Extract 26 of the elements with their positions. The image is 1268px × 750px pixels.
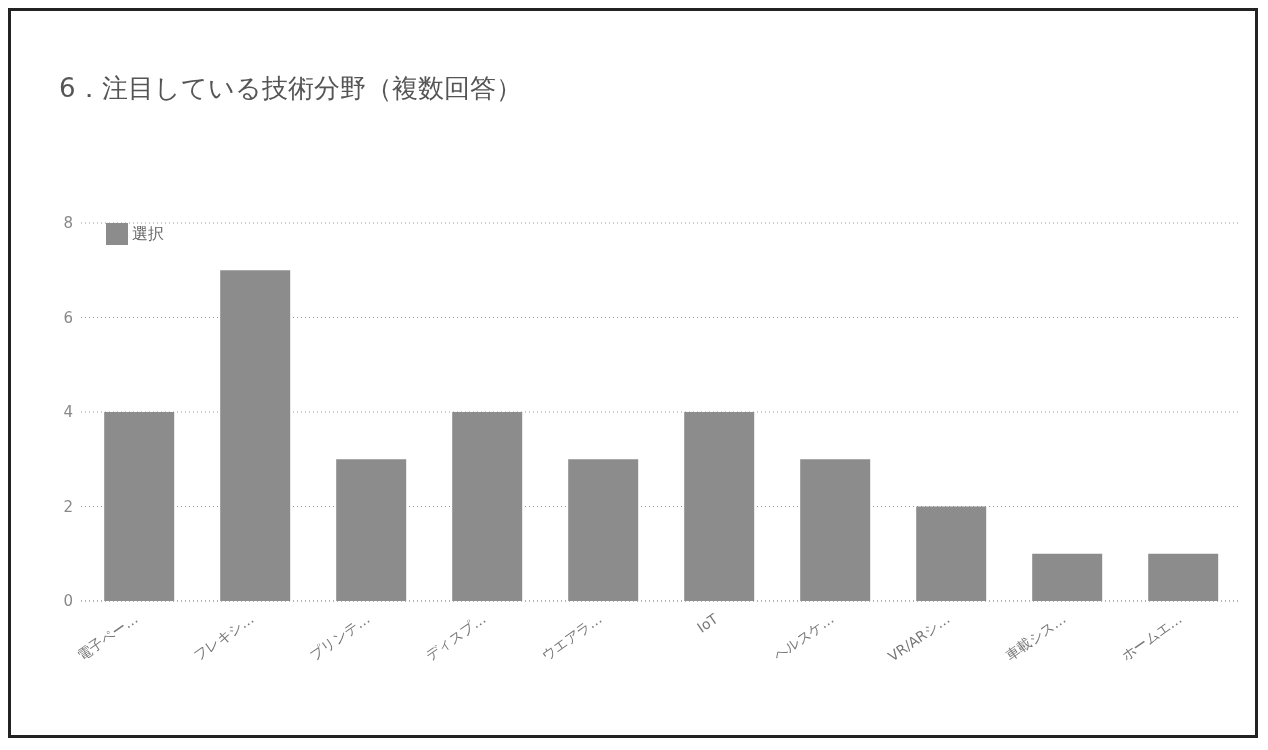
bar: [220, 270, 291, 601]
y-tick-label: 6: [63, 308, 73, 327]
x-tick-label: IoT: [694, 610, 722, 636]
x-tick-label: フレキシ…: [190, 610, 257, 664]
bar: [684, 412, 755, 601]
chart-title: 6．注目している技術分野（複数回答）: [59, 72, 522, 105]
bar: [336, 459, 407, 601]
x-tick-label: 電子ペー…: [74, 610, 141, 664]
x-tick-label: 車載シス…: [1002, 610, 1069, 664]
bar: [1148, 553, 1219, 601]
x-tick-label: ウエアラ…: [538, 610, 605, 664]
y-tick-label: 0: [63, 592, 73, 611]
x-tick-label: ディスプ…: [422, 610, 489, 664]
bar: [104, 412, 175, 601]
bar: [800, 459, 871, 601]
legend-label: 選択: [132, 223, 164, 243]
bar: [568, 459, 639, 601]
x-tick-label: プリンテ…: [306, 610, 373, 664]
y-tick-label: 4: [63, 403, 73, 422]
y-tick-label: 8: [63, 214, 73, 233]
bar: [452, 412, 523, 601]
bar: [1032, 553, 1103, 601]
x-tick-label: ホームエ…: [1118, 610, 1185, 664]
x-tick-label: ヘルスケ…: [770, 610, 837, 664]
bar: [916, 506, 987, 601]
y-tick-label: 2: [63, 497, 73, 516]
